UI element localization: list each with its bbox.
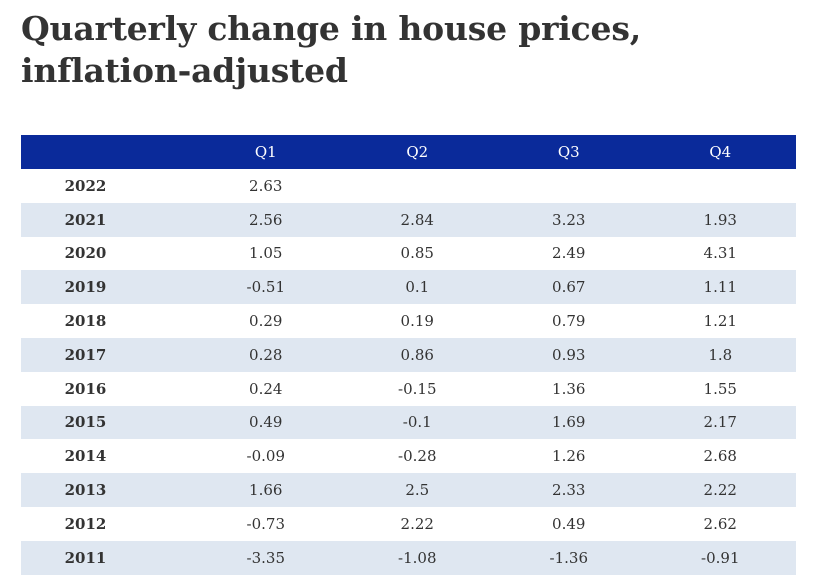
value-cell-q2: 2.84 xyxy=(400,210,434,229)
table-row: 2015 0.49 -0.1 1.69 2.17 xyxy=(21,405,796,440)
value-cell-q4: 2.62 xyxy=(703,514,737,533)
value-cell-q3: 1.36 xyxy=(552,379,586,398)
header-q1: Q1 xyxy=(254,143,277,161)
value-cell-q1: 0.28 xyxy=(249,345,283,364)
row-year-label: 2012 xyxy=(64,514,107,533)
value-cell-q4: 2.22 xyxy=(703,481,737,500)
table-row: 2017 0.28 0.86 0.93 1.8 xyxy=(21,337,796,372)
table-header: Q1 Q2 Q3 Q4 xyxy=(21,135,796,169)
value-cell-q4: 2.68 xyxy=(703,447,737,466)
table-row: 2013 1.66 2.5 2.33 2.22 xyxy=(21,473,796,507)
row-year-label: 2013 xyxy=(64,481,107,500)
value-cell-q1: 1.66 xyxy=(249,481,283,500)
row-year-label: 2011 xyxy=(64,548,107,567)
value-cell-q3: 2.49 xyxy=(552,244,586,263)
value-cell-q1: -0.09 xyxy=(246,447,285,466)
value-cell-q3: 0.67 xyxy=(552,278,586,297)
table-row: 2012 -0.73 2.22 0.49 2.62 xyxy=(21,507,796,541)
value-cell-q4: -0.91 xyxy=(701,548,740,567)
value-cell-q4: 1.8 xyxy=(708,345,733,364)
row-year-label: 2017 xyxy=(64,345,107,364)
value-cell-q2: -0.15 xyxy=(398,379,437,398)
value-cell-q1: -3.35 xyxy=(246,548,285,567)
value-cell-q3: 1.26 xyxy=(552,447,586,466)
header-q4: Q4 xyxy=(709,143,732,161)
value-cell-q3: 3.23 xyxy=(552,210,586,229)
value-cell-q4: 4.31 xyxy=(703,244,737,263)
value-cell-q1: -0.73 xyxy=(246,514,285,533)
value-cell-q2: 0.1 xyxy=(405,278,430,297)
value-cell-q3 xyxy=(493,169,645,203)
value-cell-q2: 2.5 xyxy=(405,481,430,500)
value-cell-q2: -1.08 xyxy=(398,548,437,567)
header-row: Q1 Q2 Q3 Q4 xyxy=(21,135,796,169)
data-table: Q1 Q2 Q3 Q4 2022 2.63 2021 2.56 2.84 3.23 1.93… xyxy=(21,135,796,575)
table-row: 2016 0.24 -0.15 1.36 1.55 xyxy=(21,372,796,406)
table-row: 2014 -0.09 -0.28 1.26 2.68 xyxy=(21,439,796,473)
header-q2: Q2 xyxy=(406,143,429,161)
row-year-label: 2021 xyxy=(64,210,107,229)
value-cell-q1: 1.05 xyxy=(249,244,283,263)
table-row: 2018 0.29 0.19 0.79 1.21 xyxy=(21,304,796,338)
value-cell-q1: 2.56 xyxy=(249,210,283,229)
table-body: 2022 2.63 2021 2.56 2.84 3.23 1.93 2020 1.05 0.85… xyxy=(21,169,796,575)
value-cell-q1: 0.49 xyxy=(249,413,283,432)
table-row: 2020 1.05 0.85 2.49 4.31 xyxy=(21,237,796,271)
value-cell-q3: 0.79 xyxy=(552,312,586,331)
value-cell-q2: -0.1 xyxy=(402,413,432,432)
value-cell-q3: 0.93 xyxy=(552,345,586,364)
value-cell-q1: -0.51 xyxy=(246,278,285,297)
row-year-label: 2014 xyxy=(64,447,107,466)
value-cell-q4: 1.93 xyxy=(703,210,737,229)
value-cell-q4: 1.55 xyxy=(703,379,737,398)
value-cell-q2: 0.86 xyxy=(400,345,434,364)
row-year-label: 2020 xyxy=(64,244,107,263)
value-cell-q2 xyxy=(342,169,494,203)
value-cell-q3: -1.36 xyxy=(549,548,588,567)
row-year-label: 2016 xyxy=(64,379,107,398)
value-cell-q2: 0.85 xyxy=(400,244,434,263)
table-row: 2021 2.56 2.84 3.23 1.93 xyxy=(21,202,796,237)
value-cell-q3: 1.69 xyxy=(552,413,586,432)
value-cell-q3: 0.49 xyxy=(552,514,586,533)
row-year-label: 2018 xyxy=(64,312,107,331)
row-year-label: 2015 xyxy=(64,413,107,432)
value-cell-q4: 1.21 xyxy=(703,312,737,331)
value-cell-q2: 2.22 xyxy=(400,514,434,533)
value-cell-q2: -0.28 xyxy=(398,447,437,466)
value-cell-q4: 2.17 xyxy=(703,413,737,432)
value-cell-q1: 2.63 xyxy=(249,176,283,195)
table-row: 2011 -3.35 -1.08 -1.36 -0.91 xyxy=(21,540,796,575)
table-row: 2022 2.63 xyxy=(21,169,796,203)
row-year-label: 2022 xyxy=(64,176,107,195)
header-year xyxy=(21,135,190,169)
value-cell-q1: 0.24 xyxy=(249,379,283,398)
value-cell-q4: 1.11 xyxy=(703,278,737,297)
value-cell-q2: 0.19 xyxy=(400,312,434,331)
table-row: 2019 -0.51 0.1 0.67 1.11 xyxy=(21,270,796,305)
value-cell-q3: 2.33 xyxy=(552,481,586,500)
row-year-label: 2019 xyxy=(64,278,107,297)
value-cell-q1: 0.29 xyxy=(249,312,283,331)
value-cell-q4 xyxy=(645,169,797,203)
header-q3: Q3 xyxy=(557,143,580,161)
page-title: Quarterly change in house prices, inflat… xyxy=(21,9,641,90)
